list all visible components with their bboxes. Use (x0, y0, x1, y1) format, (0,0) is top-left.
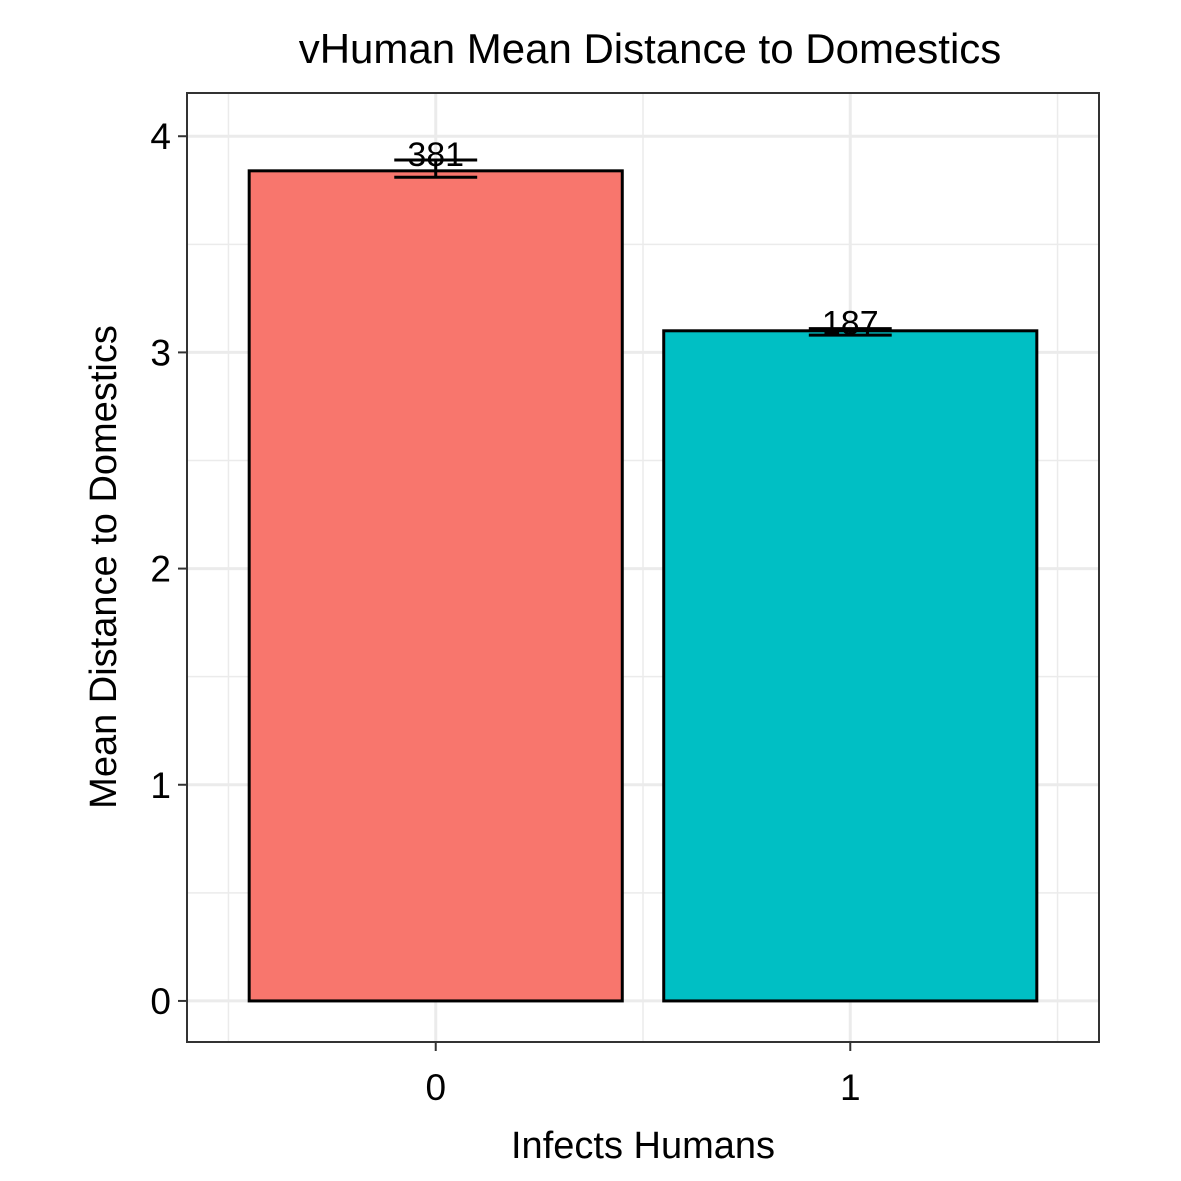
panel-border (186, 92, 1100, 1043)
y-tick-label: 1 (150, 765, 171, 806)
bar-1 (662, 329, 1039, 1003)
bar-0 (247, 169, 624, 1003)
y-tick-label: 2 (150, 549, 171, 590)
chart-title: vHuman Mean Distance to Domestics (299, 25, 1002, 72)
y-tick-label: 0 (150, 981, 171, 1022)
x-tick-label: 0 (425, 1067, 446, 1108)
data-label: 381 (407, 136, 464, 174)
y-axis: 0 1 2 3 4 (150, 116, 187, 1022)
data-label: 187 (822, 305, 879, 343)
y-tick-label: 3 (150, 332, 171, 373)
bars (247, 169, 1039, 1003)
x-tick-label: 1 (840, 1067, 861, 1108)
y-axis-title: Mean Distance to Domestics (83, 325, 125, 809)
error-bars (394, 158, 892, 337)
x-axis-title: Infects Humans (511, 1125, 775, 1167)
data-labels: 381 187 (407, 136, 878, 343)
y-tick-label: 4 (150, 116, 171, 157)
